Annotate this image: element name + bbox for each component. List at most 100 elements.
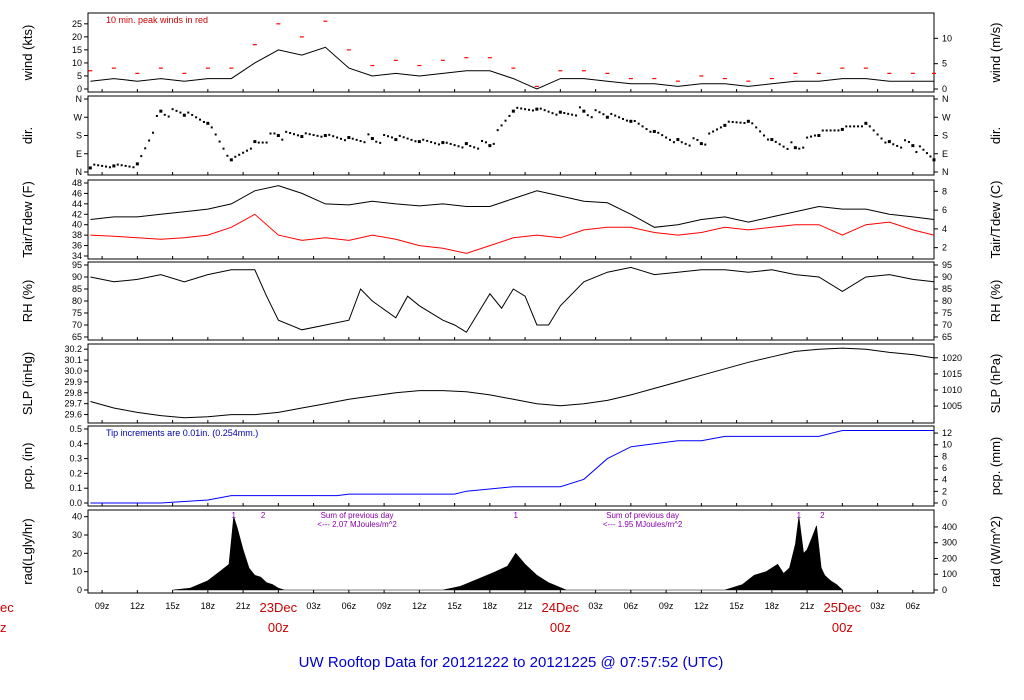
dir-point <box>261 141 264 144</box>
y-tick-label-left: 0.4 <box>69 439 82 449</box>
dir-point <box>383 134 386 137</box>
radiation-marker: 1 <box>513 511 518 520</box>
dir-point <box>880 137 883 140</box>
y-tick-label-left: 5 <box>77 71 82 81</box>
y-axis-label-right: dir. <box>988 127 1003 144</box>
dir-point <box>120 164 123 167</box>
dir-point <box>793 146 797 150</box>
dir-point <box>206 121 210 125</box>
x-tick-label: 15z <box>165 601 180 611</box>
dir-point <box>398 134 401 137</box>
series-line-slp <box>90 347 935 419</box>
dir-point <box>641 125 644 128</box>
dir-point <box>790 141 793 144</box>
dir-point <box>402 136 405 139</box>
dir-point <box>222 147 225 150</box>
y-tick-label-left: 36 <box>72 241 82 251</box>
panel-frame <box>87 179 935 260</box>
dir-point <box>731 121 734 124</box>
y-tick-label-right: 10 <box>942 33 952 43</box>
dir-point <box>355 138 358 141</box>
dir-point <box>434 142 437 145</box>
dir-point <box>582 109 586 113</box>
y-tick-label-left: 0.1 <box>69 483 82 493</box>
dir-point <box>821 129 824 132</box>
dir-point <box>929 155 932 158</box>
dir-point <box>370 137 374 141</box>
y-tick-label-left: 0 <box>77 84 82 94</box>
dir-point <box>605 115 609 119</box>
x-tick-label: 18z <box>201 601 216 611</box>
dir-point <box>504 119 507 122</box>
dir-point <box>390 136 393 139</box>
dir-point <box>414 140 417 143</box>
dir-point <box>112 164 116 168</box>
x-tick-label: 21z <box>236 601 251 611</box>
y-tick-label-right: 0 <box>942 585 947 595</box>
x-tick-label: 03z <box>306 601 321 611</box>
x-tick-label: 09z <box>377 601 392 611</box>
dir-point <box>896 144 899 147</box>
y-tick-label-left: 10 <box>72 567 82 577</box>
dir-point <box>774 140 777 143</box>
radiation-area <box>172 516 844 591</box>
y-tick-label-right: 5 <box>942 59 947 69</box>
dir-point <box>645 128 648 131</box>
dir-point <box>704 143 707 146</box>
dir-point <box>657 131 660 134</box>
dir-point <box>387 135 390 138</box>
panel-slp: 29.629.729.829.930.030.130.2 1005 1010 1015… <box>20 343 1003 424</box>
radiation-annotation: <--- 2.07 MJoules/m^2 <box>317 520 397 529</box>
dir-point <box>864 121 868 125</box>
dir-point <box>336 136 339 139</box>
dir-point <box>347 136 351 140</box>
dir-point <box>124 164 127 167</box>
y-tick-label-left: 29.6 <box>64 410 82 420</box>
dir-point <box>806 136 809 139</box>
y-tick-label-left: 30 <box>72 530 82 540</box>
dir-point <box>214 133 217 136</box>
dir-point <box>868 125 871 128</box>
x-tick-label: 21z <box>800 601 815 611</box>
dir-point <box>778 143 781 146</box>
dir-point <box>555 113 558 116</box>
dir-point <box>712 130 715 133</box>
dir-point <box>633 119 636 122</box>
day-label-time: 00z <box>550 620 571 635</box>
dir-point <box>872 129 875 132</box>
y-tick-label-right: 300 <box>942 538 957 548</box>
dir-point <box>500 124 503 127</box>
dir-point <box>543 109 546 112</box>
dir-point <box>739 121 742 124</box>
time-axis: 09z 12z 15z 18z 21z 03z 06z 09z 12z 15z 18z 21z 03z 0… <box>0 600 921 635</box>
dir-point <box>723 123 727 127</box>
dir-point <box>547 110 550 113</box>
dir-point <box>97 164 100 167</box>
dir-point <box>786 147 789 150</box>
dir-point <box>680 141 683 144</box>
x-tick-label: 06z <box>342 601 357 611</box>
dir-point <box>853 125 856 128</box>
dir-point <box>610 112 613 115</box>
y-axis-label-left: wind (kts) <box>20 25 35 82</box>
y-tick-label-left: 85 <box>72 284 82 294</box>
dir-point <box>430 141 433 144</box>
dir-point <box>249 147 252 150</box>
dir-point <box>637 122 640 125</box>
dir-point <box>915 151 918 154</box>
dir-point <box>669 138 672 141</box>
y-tick-label-left: W <box>74 112 83 122</box>
y-axis-label-left: RH (%) <box>20 280 35 323</box>
y-tick-label-right: 70 <box>942 320 952 330</box>
dir-point <box>246 149 249 152</box>
dir-point <box>316 134 319 137</box>
y-tick-label-left: 30.2 <box>64 344 82 354</box>
dir-point <box>884 141 887 144</box>
y-tick-label-left: 75 <box>72 308 82 318</box>
dir-point <box>226 154 229 157</box>
dir-point <box>128 165 131 168</box>
dir-point <box>531 109 534 112</box>
x-tick-label: 12z <box>130 601 145 611</box>
dir-point <box>558 110 562 114</box>
